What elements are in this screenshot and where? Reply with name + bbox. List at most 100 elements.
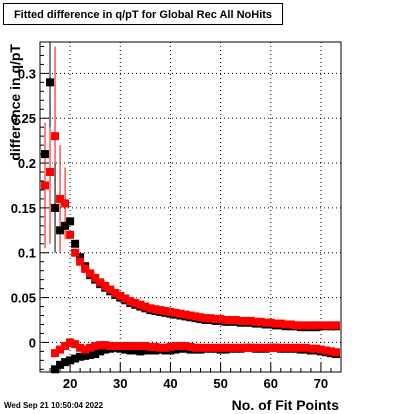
data-point-series-2 (271, 319, 280, 328)
data-point-series-2 (61, 199, 70, 208)
data-point-series-4 (136, 341, 145, 350)
data-point-series-4 (231, 343, 240, 352)
data-point-series-2 (201, 314, 210, 323)
data-point-series-4 (86, 343, 95, 352)
data-point-series-4 (66, 338, 75, 347)
data-point-series-4 (271, 343, 280, 352)
data-point-series-4 (201, 343, 210, 352)
data-point-series-4 (301, 343, 310, 352)
data-point-series-1 (56, 226, 65, 235)
data-point-series-3 (81, 351, 90, 360)
data-point-series-2 (211, 315, 220, 324)
data-point-series-3 (56, 360, 65, 369)
data-point-series-3 (136, 347, 145, 356)
x-tick-label: 20 (63, 376, 77, 391)
x-axis-title: No. of Fit Points (232, 397, 340, 413)
data-point-series-4 (246, 343, 255, 352)
data-point-series-2 (226, 315, 235, 324)
data-point-series-2 (81, 264, 90, 273)
data-point-series-4 (261, 343, 270, 352)
data-point-series-2 (231, 315, 240, 324)
data-point-series-2 (51, 132, 60, 141)
data-point-series-2 (131, 298, 140, 307)
data-point-series-4 (156, 343, 165, 352)
data-point-series-2 (246, 316, 255, 325)
data-point-series-2 (101, 281, 110, 290)
y-axis-title: difference in q/pT (7, 44, 23, 161)
data-point-series-4 (256, 343, 265, 352)
data-point-series-2 (266, 318, 275, 327)
data-point-series-2 (96, 278, 105, 287)
data-point-series-2 (256, 317, 265, 326)
data-point-series-2 (91, 273, 100, 282)
data-point-series-4 (141, 341, 150, 350)
data-point-series-2 (126, 297, 135, 306)
data-point-series-4 (146, 342, 155, 351)
data-point-series-2 (176, 309, 185, 318)
data-point-series-4 (221, 343, 230, 352)
data-point-series-4 (186, 342, 195, 351)
data-point-series-2 (236, 316, 245, 325)
data-point-series-4 (316, 345, 325, 354)
data-point-series-3 (131, 346, 140, 355)
data-point-series-1 (71, 239, 80, 248)
data-point-series-4 (131, 341, 140, 350)
data-point-series-3 (141, 346, 150, 355)
data-point-series-2 (166, 307, 175, 316)
data-point-series-4 (281, 343, 290, 352)
data-point-series-1 (46, 78, 55, 87)
data-point-series-2 (281, 320, 290, 329)
data-point-series-4 (76, 343, 85, 352)
data-point-series-4 (171, 341, 180, 350)
data-point-series-2 (196, 313, 205, 322)
y-tick-label: 0.05 (11, 291, 36, 306)
data-point-series-2 (326, 321, 335, 330)
data-point-series-2 (331, 321, 340, 330)
y-tick-label: 0.1 (18, 246, 36, 261)
data-point-series-3 (126, 346, 135, 355)
data-point-series-3 (86, 350, 95, 359)
data-point-series-2 (286, 320, 295, 329)
data-point-series-4 (326, 347, 335, 356)
data-point-series-4 (331, 348, 340, 357)
data-point-series-4 (296, 343, 305, 352)
data-point-series-2 (306, 321, 315, 330)
data-point-series-2 (76, 257, 85, 266)
data-point-series-2 (206, 314, 215, 323)
data-point-series-2 (276, 319, 285, 328)
data-point-series-4 (121, 341, 130, 350)
data-point-series-2 (71, 248, 80, 257)
data-point-series-3 (51, 365, 60, 374)
data-point-series-4 (211, 343, 220, 352)
data-point-series-4 (161, 343, 170, 352)
data-point-series-2 (141, 302, 150, 311)
y-tick-label: 0.15 (11, 201, 36, 216)
data-point-series-2 (181, 310, 190, 319)
data-point-series-3 (101, 345, 110, 354)
data-point-series-4 (96, 341, 105, 350)
data-point-series-2 (116, 291, 125, 300)
data-point-series-2 (86, 269, 95, 278)
data-point-series-2 (301, 321, 310, 330)
data-point-series-2 (221, 315, 230, 324)
x-tick-label: 50 (213, 376, 227, 391)
data-point-series-4 (51, 349, 60, 358)
data-point-series-4 (181, 341, 190, 350)
y-tick-label: 0.25 (11, 111, 36, 126)
x-tick-label: 60 (264, 376, 278, 391)
data-point-series-1 (76, 253, 85, 262)
data-point-series-2 (151, 305, 160, 314)
data-point-series-3 (71, 354, 80, 363)
data-point-series-4 (266, 343, 275, 352)
data-point-series-2 (136, 300, 145, 309)
data-point-series-4 (126, 341, 135, 350)
data-point-series-3 (66, 356, 75, 365)
data-point-series-2 (296, 321, 305, 330)
data-point-series-3 (96, 347, 105, 356)
data-point-series-4 (196, 343, 205, 352)
data-point-series-2 (121, 294, 130, 303)
x-tick-label: 30 (113, 376, 127, 391)
data-point-series-1 (51, 203, 60, 212)
data-point-series-4 (71, 340, 80, 349)
